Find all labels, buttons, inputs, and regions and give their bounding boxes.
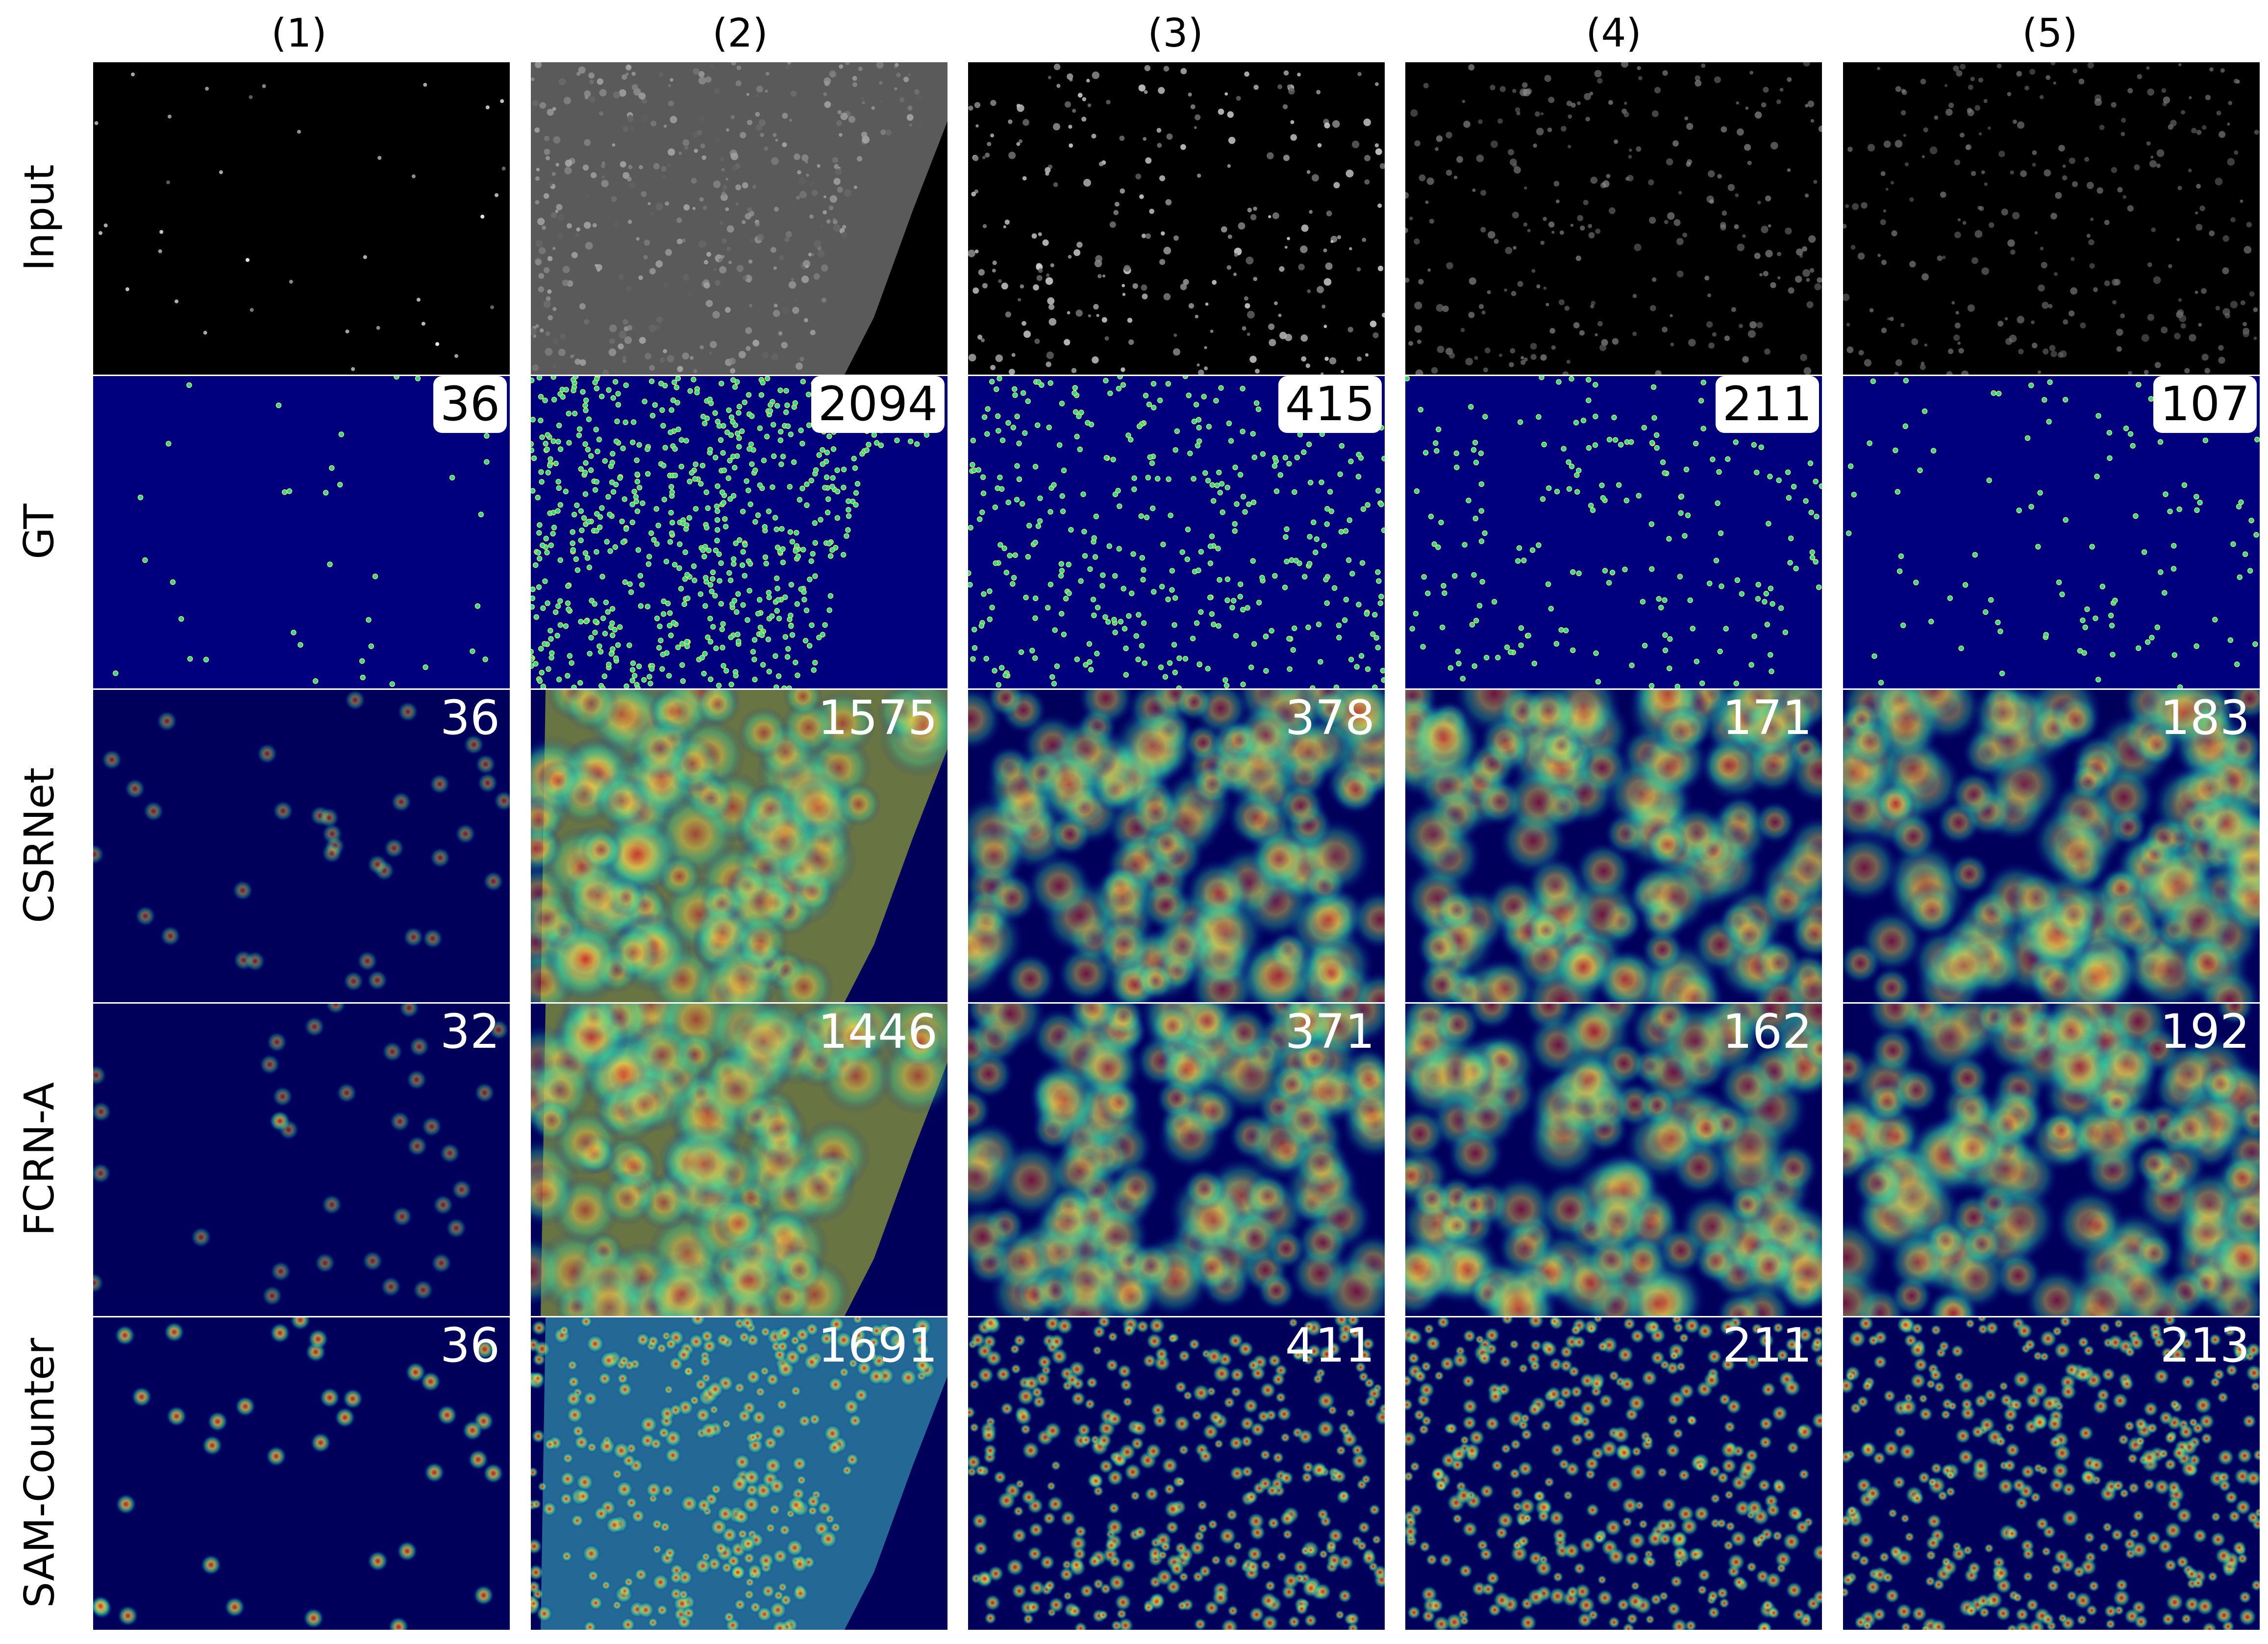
panel-input-1 [93, 62, 510, 375]
column-header-5: (5) [2022, 10, 2078, 56]
panel-image [531, 376, 947, 688]
panel-image [1843, 376, 2260, 688]
panel-csrnet-3: 378 [968, 690, 1385, 1002]
panel-fcrn-a-3: 371 [968, 1004, 1385, 1316]
panel-image [968, 1317, 1385, 1630]
count-label-gt-2: 2094 [811, 376, 945, 433]
panel-csrnet-1: 36 [93, 690, 510, 1002]
panel-gt-1: 36 [93, 376, 510, 688]
count-label-gt-3: 415 [1278, 376, 1382, 433]
panel-input-3 [968, 62, 1385, 375]
panel-fcrn-a-1: 32 [93, 1004, 510, 1316]
panel-image [93, 1317, 510, 1630]
panel-fcrn-a-4: 162 [1405, 1004, 1822, 1316]
panel-fcrn-a-2: 1446 [531, 1004, 947, 1316]
panel-image [93, 62, 510, 375]
column-header-3: (3) [1147, 10, 1203, 56]
panel-image [968, 1004, 1385, 1316]
count-label-fcrn-a-4: 162 [1722, 1004, 1812, 1059]
row-label-csrnet: CSRNet [15, 767, 64, 923]
count-label-csrnet-1: 36 [440, 690, 500, 745]
panel-image [1843, 62, 2260, 375]
panel-gt-4: 211 [1405, 376, 1822, 688]
panel-gt-3: 415 [968, 376, 1385, 688]
panel-sam-counter-5: 213 [1843, 1317, 2260, 1630]
panel-image [968, 690, 1385, 1002]
panel-image [531, 1004, 947, 1316]
column-header-2: (2) [712, 10, 768, 56]
column-header-4: (4) [1586, 10, 1642, 56]
panel-image [1843, 690, 2260, 1002]
count-label-csrnet-2: 1575 [818, 690, 938, 745]
panel-fcrn-a-5: 192 [1843, 1004, 2260, 1316]
panel-image [1405, 62, 1822, 375]
panel-csrnet-4: 171 [1405, 690, 1822, 1002]
panel-image [1843, 1317, 2260, 1630]
count-label-fcrn-a-3: 371 [1285, 1004, 1375, 1059]
row-label-fcrn-a: FCRN-A [15, 1082, 64, 1236]
panel-image [1405, 690, 1822, 1002]
count-label-sam-counter-4: 211 [1722, 1318, 1812, 1373]
panel-image [93, 1004, 510, 1316]
panel-input-5 [1843, 62, 2260, 375]
panel-sam-counter-1: 36 [93, 1317, 510, 1630]
panel-image [531, 62, 947, 375]
count-label-sam-counter-1: 36 [440, 1318, 500, 1373]
count-label-gt-5: 107 [2153, 376, 2257, 433]
count-label-csrnet-5: 183 [2160, 690, 2250, 745]
count-label-fcrn-a-5: 192 [2160, 1004, 2250, 1059]
panel-sam-counter-2: 1691 [531, 1317, 947, 1630]
count-label-sam-counter-2: 1691 [818, 1318, 938, 1373]
panel-sam-counter-4: 211 [1405, 1317, 1822, 1630]
panel-image [1405, 1317, 1822, 1630]
panel-sam-counter-3: 411 [968, 1317, 1385, 1630]
count-label-gt-1: 36 [433, 376, 507, 433]
count-label-gt-4: 211 [1715, 376, 1819, 433]
row-label-input: Input [15, 164, 64, 271]
panel-gt-2: 2094 [531, 376, 947, 688]
panel-input-2 [531, 62, 947, 375]
panel-image [531, 1317, 947, 1630]
row-label-sam-counter: SAM-Counter [15, 1338, 63, 1608]
panel-image [93, 690, 510, 1002]
panel-csrnet-5: 183 [1843, 690, 2260, 1002]
count-label-fcrn-a-1: 32 [440, 1004, 500, 1059]
panel-gt-5: 107 [1843, 376, 2260, 688]
panel-image [1843, 1004, 2260, 1316]
count-label-csrnet-4: 171 [1722, 690, 1812, 745]
count-label-fcrn-a-2: 1446 [818, 1004, 938, 1059]
count-label-sam-counter-5: 213 [2160, 1318, 2250, 1373]
panel-image [1405, 1004, 1822, 1316]
count-label-sam-counter-3: 411 [1285, 1318, 1375, 1373]
panel-csrnet-2: 1575 [531, 690, 947, 1002]
panel-image [968, 62, 1385, 375]
column-header-1: (1) [271, 10, 327, 56]
count-label-csrnet-3: 378 [1285, 690, 1375, 745]
panel-input-4 [1405, 62, 1822, 375]
panel-image [531, 690, 947, 1002]
row-label-gt: GT [15, 503, 63, 559]
